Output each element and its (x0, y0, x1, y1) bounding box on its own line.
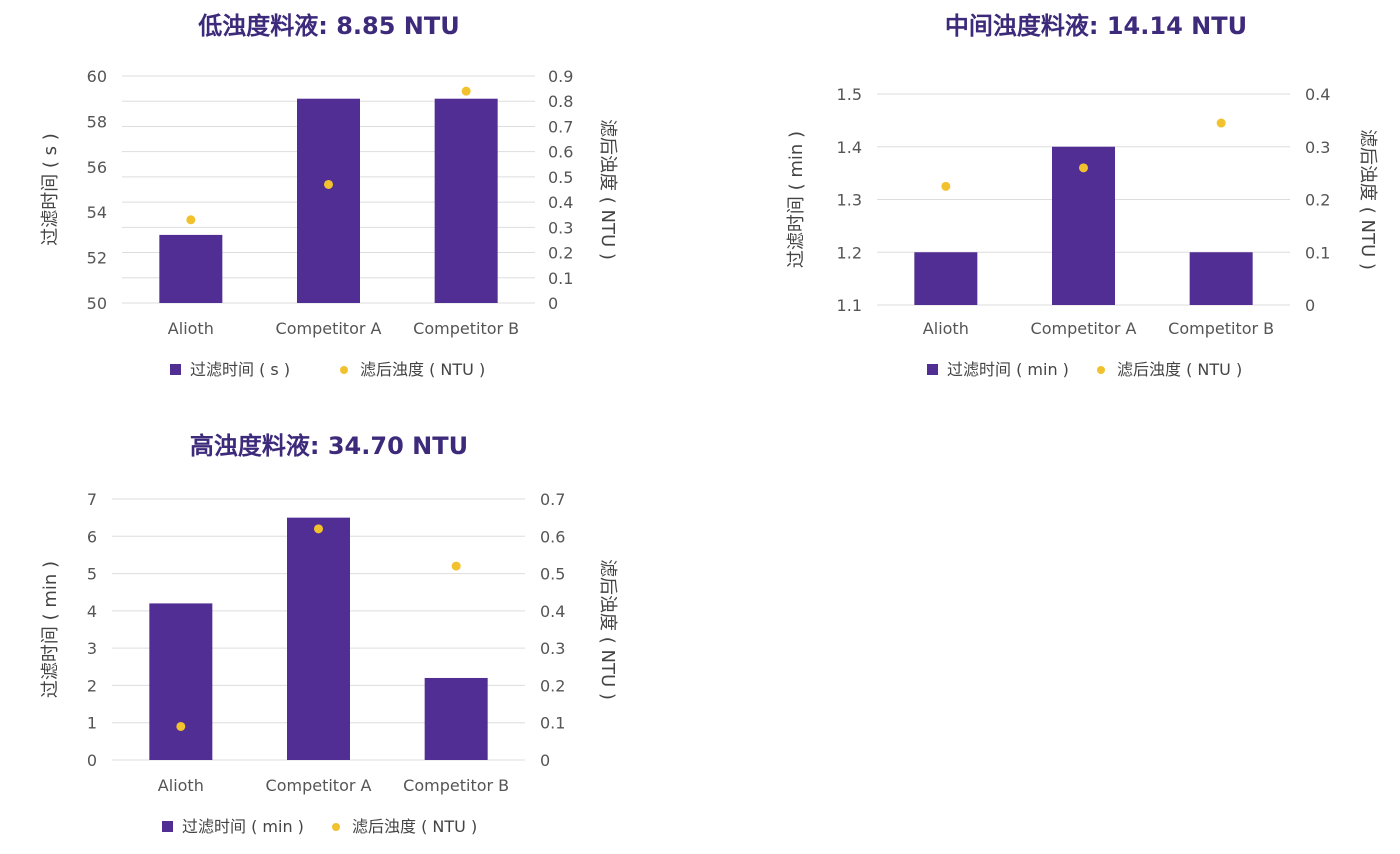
y-tick-label: 1 (87, 714, 97, 733)
y-tick-label: 1.2 (837, 243, 862, 262)
legend-dot-swatch (332, 823, 340, 831)
y-tick-label: 5 (87, 565, 97, 584)
y2-tick-label: 0 (1305, 296, 1315, 315)
y2-tick-label: 0.6 (548, 143, 573, 162)
y-tick-label: 58 (87, 112, 107, 131)
y-tick-label: 54 (87, 203, 107, 222)
y2-tick-label: 0.1 (1305, 243, 1330, 262)
category-label: Competitor A (1031, 319, 1137, 338)
y2-tick-label: 0.9 (548, 67, 573, 86)
chart-title: 高浊度料液: 34.70 NTU (190, 432, 468, 460)
chart-title: 中间浊度料液: 14.14 NTU (945, 12, 1247, 40)
y2-axis-label: 滤后浊度 ( NTU ) (1357, 129, 1378, 270)
y-tick-label: 3 (87, 639, 97, 658)
bar (297, 98, 360, 303)
y-tick-label: 7 (87, 490, 97, 509)
legend-bar-swatch (927, 364, 938, 375)
y-tick-label: 1.4 (837, 138, 862, 157)
y2-tick-label: 0.6 (540, 527, 565, 546)
y-tick-label: 4 (87, 602, 97, 621)
category-label: Competitor B (413, 319, 519, 338)
y-tick-label: 1.1 (837, 296, 862, 315)
chart-low-turbidity: 低浊度料液: 8.85 NTU 50 52 54 56 58 60 0 0.1 0.2 0.3 0.4… (40, 12, 618, 379)
scatter-point (324, 179, 333, 189)
y-tick-label: 2 (87, 676, 97, 695)
category-label: Competitor A (276, 319, 382, 338)
y2-tick-label: 0.3 (548, 218, 573, 237)
legend-dot-swatch (1097, 366, 1105, 374)
legend-bar-swatch (170, 364, 181, 375)
y-axis-label: 过滤时间 ( s ) (40, 133, 61, 246)
legend-label-time: 过滤时间 ( min ) (947, 360, 1069, 379)
category-label: Competitor B (403, 776, 509, 795)
bar (159, 234, 223, 303)
category-label: Competitor A (266, 776, 372, 795)
category-label: Alioth (168, 319, 214, 338)
legend-label-turbidity: 滤后浊度 ( NTU ) (352, 817, 477, 836)
y2-tick-label: 0.1 (548, 269, 573, 288)
bar (149, 603, 213, 760)
category-label: Competitor B (1168, 319, 1274, 338)
y2-tick-label: 0.7 (548, 117, 573, 136)
legend-label-time: 过滤时间 ( min ) (182, 817, 304, 836)
y2-axis-label: 滤后浊度 ( NTU ) (597, 559, 618, 700)
legend-dot-swatch (340, 366, 348, 374)
y2-axis-label: 滤后浊度 ( NTU ) (597, 119, 618, 260)
y2-tick-label: 0.2 (548, 244, 573, 263)
bar (1052, 146, 1115, 305)
y-tick-label: 1.5 (837, 85, 862, 104)
y-tick-label: 6 (87, 527, 97, 546)
y2-tick-label: 0.5 (548, 168, 573, 187)
scatter-point (941, 181, 951, 191)
chart-high-turbidity: 高浊度料液: 34.70 NTU 0 1 2 3 4 5 6 7 0 0.1 0.2 0.3 0.4 0.5… (40, 432, 618, 836)
y2-tick-label: 0.3 (1305, 138, 1330, 157)
legend-label-turbidity: 滤后浊度 ( NTU ) (1117, 360, 1242, 379)
legend-label-time: 过滤时间 ( s ) (190, 360, 290, 379)
y-axis-label: 过滤时间 ( min ) (786, 131, 807, 268)
y-tick-label: 60 (87, 67, 107, 86)
chart-title: 低浊度料液: 8.85 NTU (197, 12, 459, 40)
y2-tick-label: 0 (548, 294, 558, 313)
y2-tick-label: 0.1 (540, 714, 565, 733)
chart-medium-turbidity: 中间浊度料液: 14.14 NTU 1.1 1.2 1.3 1.4 1.5 0 0.1 0.2 0… (786, 12, 1378, 379)
y2-tick-label: 0.8 (548, 92, 573, 111)
y2-tick-label: 0.3 (540, 639, 565, 658)
bar (1189, 252, 1253, 305)
scatter-point (1216, 118, 1226, 128)
scatter-point (176, 721, 186, 731)
legend-label-turbidity: 滤后浊度 ( NTU ) (360, 360, 485, 379)
scatter-point (314, 524, 323, 534)
y2-tick-label: 0.5 (540, 565, 565, 584)
y2-tick-label: 0 (540, 751, 550, 770)
category-label: Alioth (158, 776, 204, 795)
bar (914, 252, 978, 305)
y2-tick-label: 0.4 (1305, 85, 1330, 104)
y2-tick-label: 0.4 (540, 602, 565, 621)
category-label: Alioth (923, 319, 969, 338)
bar (287, 517, 350, 760)
y-tick-label: 52 (87, 249, 107, 268)
bar (424, 677, 488, 760)
legend-bar-swatch (162, 821, 173, 832)
scatter-point (451, 561, 461, 571)
y-axis-label: 过滤时间 ( min ) (40, 561, 61, 698)
bar (434, 98, 498, 303)
y-tick-label: 50 (87, 294, 107, 313)
y2-tick-label: 0.4 (548, 193, 573, 212)
y2-tick-label: 0.2 (540, 676, 565, 695)
scatter-point (186, 215, 196, 225)
scatter-point (1079, 163, 1088, 173)
y-tick-label: 1.3 (837, 191, 862, 210)
scatter-point (461, 86, 471, 96)
y2-tick-label: 0.7 (540, 490, 565, 509)
y-tick-label: 0 (87, 751, 97, 770)
y2-tick-label: 0.2 (1305, 191, 1330, 210)
y-tick-label: 56 (87, 158, 107, 177)
